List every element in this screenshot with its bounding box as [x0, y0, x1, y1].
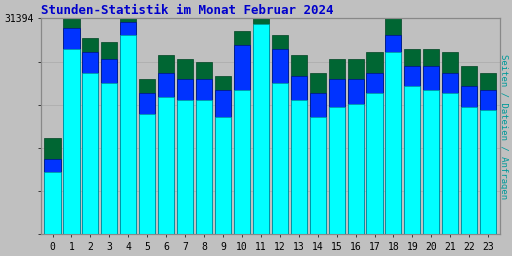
Bar [386, 35, 401, 234]
Bar [329, 59, 345, 234]
Bar [215, 76, 231, 234]
Bar [253, 25, 269, 234]
Bar [234, 45, 250, 234]
Bar [177, 59, 193, 234]
Bar [158, 55, 174, 234]
Bar [310, 117, 326, 234]
Bar [310, 93, 326, 234]
Bar [386, 18, 401, 234]
Bar [404, 86, 420, 234]
Bar [291, 55, 307, 234]
Bar [196, 100, 212, 234]
Bar [63, 49, 79, 234]
Bar [101, 59, 117, 234]
Bar [272, 49, 288, 234]
Text: Stunden-Statistik im Monat Februar 2024: Stunden-Statistik im Monat Februar 2024 [41, 4, 334, 17]
Bar [329, 79, 345, 234]
Bar [367, 73, 382, 234]
Bar [461, 86, 477, 234]
Bar [63, 18, 79, 234]
Bar [253, 18, 269, 234]
Bar [461, 107, 477, 234]
Bar [234, 90, 250, 234]
Bar [196, 79, 212, 234]
Bar [120, 23, 136, 234]
Bar [234, 31, 250, 234]
Bar [272, 35, 288, 234]
Bar [480, 110, 496, 234]
Bar [461, 66, 477, 234]
Bar [423, 90, 439, 234]
Bar [310, 73, 326, 234]
Bar [63, 28, 79, 234]
Bar [45, 138, 60, 234]
Bar [480, 73, 496, 234]
Bar [120, 35, 136, 234]
Bar [404, 66, 420, 234]
Bar [45, 172, 60, 234]
Bar [442, 93, 458, 234]
Bar [196, 62, 212, 234]
Bar [139, 93, 155, 234]
Bar [291, 76, 307, 234]
Bar [348, 59, 364, 234]
Bar [158, 73, 174, 234]
Bar [291, 100, 307, 234]
Bar [139, 79, 155, 234]
Bar [423, 66, 439, 234]
Bar [215, 90, 231, 234]
Bar [177, 79, 193, 234]
Bar [329, 107, 345, 234]
Bar [45, 158, 60, 234]
Bar [253, 35, 269, 234]
Bar [177, 100, 193, 234]
Bar [272, 83, 288, 234]
Bar [367, 52, 382, 234]
Bar [404, 49, 420, 234]
Bar [215, 117, 231, 234]
Bar [480, 90, 496, 234]
Bar [101, 42, 117, 234]
Bar [158, 97, 174, 234]
Bar [348, 104, 364, 234]
Bar [386, 52, 401, 234]
Bar [120, 18, 136, 234]
Bar [367, 93, 382, 234]
Bar [139, 114, 155, 234]
Bar [82, 73, 98, 234]
Bar [101, 83, 117, 234]
Bar [348, 79, 364, 234]
Y-axis label: Seiten / Dateien / Anfragen: Seiten / Dateien / Anfragen [499, 54, 508, 199]
Bar [423, 49, 439, 234]
Bar [442, 73, 458, 234]
Bar [82, 52, 98, 234]
Bar [82, 38, 98, 234]
Bar [442, 52, 458, 234]
